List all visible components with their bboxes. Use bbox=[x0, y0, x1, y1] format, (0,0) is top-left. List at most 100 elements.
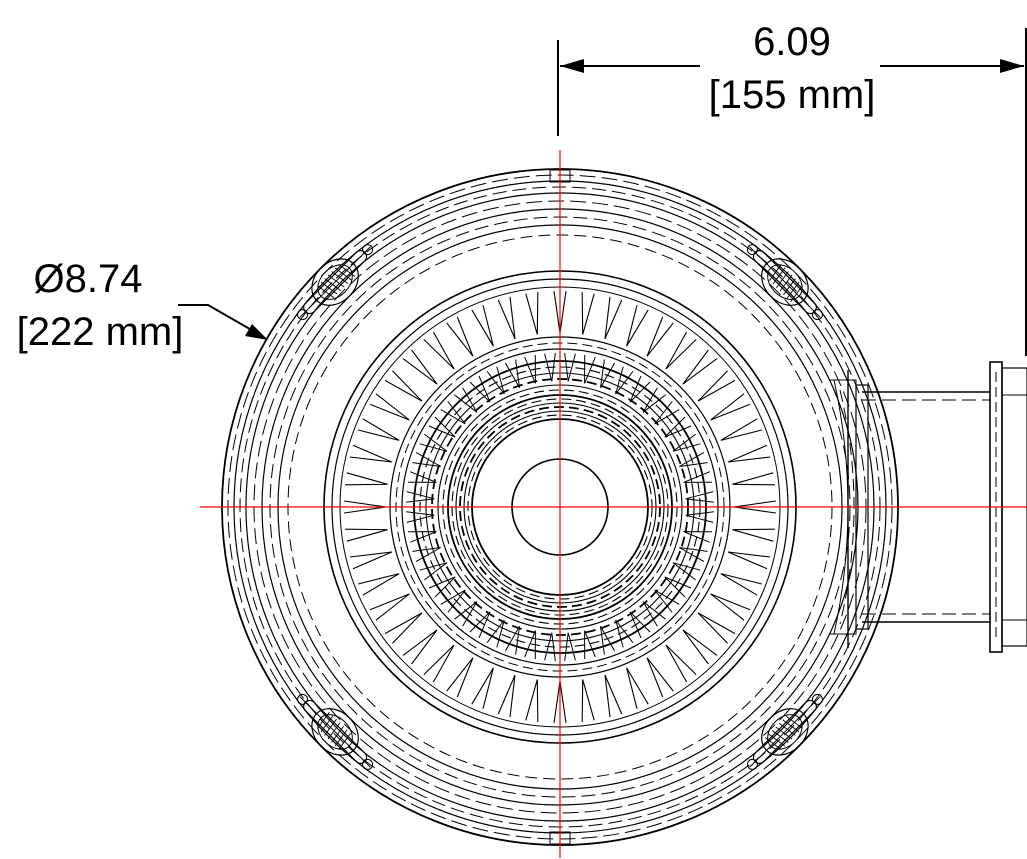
inner-fin bbox=[600, 359, 616, 388]
inner-fin bbox=[615, 619, 634, 648]
inner-fin bbox=[564, 632, 576, 661]
fin bbox=[349, 444, 393, 463]
fin bbox=[710, 593, 751, 621]
inner-fin bbox=[504, 359, 520, 388]
mount-clamp bbox=[746, 693, 823, 770]
fin bbox=[732, 528, 775, 542]
inner-fin bbox=[419, 562, 448, 581]
inner-fin bbox=[419, 433, 448, 452]
inner-fin bbox=[672, 433, 701, 452]
width-dim-metric: [155 mm] bbox=[709, 73, 876, 117]
inner-fin bbox=[642, 387, 666, 413]
fin bbox=[626, 667, 649, 709]
inner-fin bbox=[407, 531, 437, 543]
fin bbox=[727, 444, 771, 463]
leader-arrowhead bbox=[245, 324, 268, 340]
inner-fin bbox=[406, 491, 435, 503]
fin bbox=[697, 612, 736, 644]
fin bbox=[646, 657, 674, 698]
inner-fin bbox=[407, 471, 437, 483]
width-dimension: 6.09 [155 mm] bbox=[557, 20, 1027, 356]
inner-fin bbox=[629, 611, 651, 639]
inner-fin bbox=[412, 451, 441, 467]
fin bbox=[581, 292, 595, 335]
inner-fin bbox=[406, 511, 435, 523]
arrowhead-right bbox=[1000, 59, 1024, 73]
diameter-dim-metric: [222 mm] bbox=[17, 310, 184, 354]
fin bbox=[369, 393, 410, 421]
mount-clamp bbox=[746, 244, 823, 321]
fin bbox=[682, 629, 718, 665]
width-dim-value: 6.09 bbox=[753, 20, 831, 64]
fin bbox=[604, 674, 623, 718]
fin bbox=[525, 292, 539, 335]
inner-fin bbox=[544, 632, 556, 661]
inner-fin bbox=[664, 416, 692, 438]
fin bbox=[423, 644, 455, 683]
fin bbox=[423, 331, 455, 370]
inner-fin bbox=[629, 375, 651, 403]
inner-fin bbox=[642, 601, 666, 627]
inner-fin bbox=[469, 611, 491, 639]
fin bbox=[384, 370, 423, 402]
inner-fin bbox=[654, 589, 680, 613]
fin bbox=[402, 349, 438, 385]
fin bbox=[665, 331, 697, 370]
inner-fin bbox=[486, 619, 505, 648]
fin bbox=[581, 679, 595, 722]
fin bbox=[732, 472, 775, 486]
mount-clamp bbox=[297, 244, 374, 321]
fin bbox=[720, 573, 762, 596]
inner-fin bbox=[524, 630, 536, 660]
fin bbox=[682, 349, 718, 385]
inner-fin bbox=[544, 353, 556, 382]
inner-fin bbox=[412, 547, 441, 563]
inner-fins bbox=[406, 353, 714, 661]
mount-clamp bbox=[297, 693, 374, 770]
centerlines bbox=[200, 150, 1027, 858]
inner-fin bbox=[615, 366, 634, 395]
inner-fin bbox=[685, 491, 714, 503]
inner-fin bbox=[440, 589, 466, 613]
cooling-fins bbox=[344, 291, 776, 723]
fin bbox=[384, 612, 423, 644]
inner-fin bbox=[600, 626, 616, 655]
fin bbox=[402, 629, 438, 665]
inner-fin bbox=[486, 366, 505, 395]
fin bbox=[626, 305, 649, 347]
inner-fin bbox=[504, 626, 520, 655]
diameter-dim-value: Ø8.74 bbox=[34, 257, 143, 301]
arrowhead-left bbox=[560, 59, 584, 73]
inner-fin bbox=[584, 354, 596, 384]
fin bbox=[369, 593, 410, 621]
diameter-dimension: Ø8.74 [222 mm] bbox=[17, 257, 268, 354]
inner-fin bbox=[685, 511, 714, 523]
fin bbox=[446, 316, 474, 357]
inner-fin bbox=[679, 547, 708, 563]
fin bbox=[358, 418, 400, 441]
fin bbox=[697, 370, 736, 402]
inner-fin bbox=[524, 354, 536, 384]
fin bbox=[471, 305, 494, 347]
fin bbox=[604, 296, 623, 340]
fin bbox=[665, 644, 697, 683]
inner-fin bbox=[428, 576, 456, 598]
fin bbox=[727, 551, 771, 570]
fin bbox=[525, 679, 539, 722]
inner-fin bbox=[469, 375, 491, 403]
fin bbox=[646, 316, 674, 357]
fin bbox=[345, 472, 388, 486]
inner-fin bbox=[664, 576, 692, 598]
fin bbox=[497, 674, 516, 718]
inner-fin bbox=[679, 451, 708, 467]
fin bbox=[497, 296, 516, 340]
inner-fin bbox=[683, 531, 713, 543]
fin bbox=[446, 657, 474, 698]
inner-fin bbox=[428, 416, 456, 438]
fin bbox=[471, 667, 494, 709]
inner-fin bbox=[683, 471, 713, 483]
inner-fin bbox=[654, 401, 680, 425]
fin bbox=[720, 418, 762, 441]
inner-fin bbox=[440, 401, 466, 425]
